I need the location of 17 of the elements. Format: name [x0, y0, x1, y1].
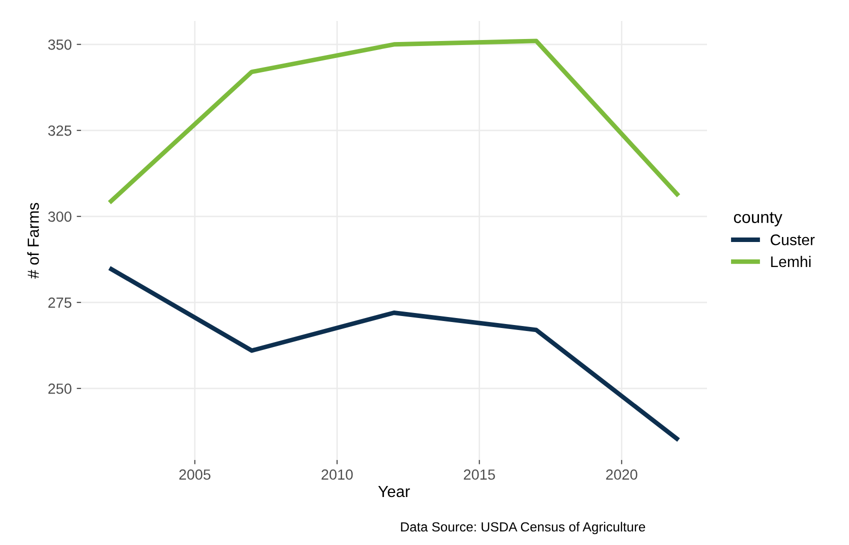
legend-label: Lemhi: [771, 256, 811, 268]
y-tick-label: 275: [48, 298, 72, 308]
x-axis-title: Year: [378, 486, 410, 498]
y-tick-label: 350: [48, 39, 72, 50]
legend-label: Custer: [770, 234, 815, 246]
line-series: [107, 38, 681, 205]
x-tick-label: 2005: [179, 469, 210, 480]
legend-title: county: [734, 212, 782, 226]
y-tick-label: 325: [48, 126, 72, 136]
y-tick-label: 250: [48, 384, 72, 394]
x-tick-label: 2015: [464, 469, 495, 480]
line-series: [107, 266, 681, 442]
source-note: Data Source: USDA Census of Agriculture: [401, 522, 646, 534]
y-tick-label: 300: [48, 212, 72, 222]
x-tick-label: 2020: [606, 469, 638, 480]
y-axis-title: # of Farms: [27, 202, 39, 279]
x-tick-label: 2010: [322, 469, 353, 480]
